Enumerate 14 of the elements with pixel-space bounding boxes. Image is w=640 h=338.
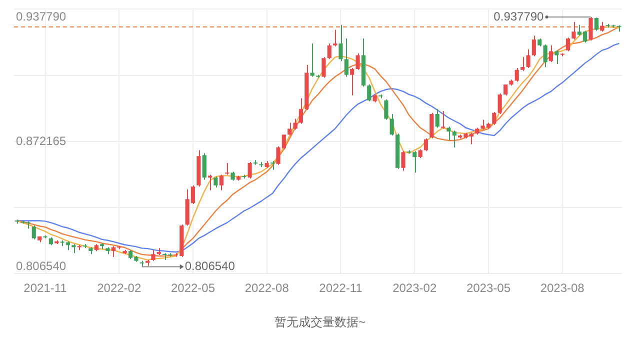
text: 暂无成交量数据~ xyxy=(273,314,366,330)
x-tick-label: 2023-08 xyxy=(540,281,585,296)
y-tick-label: 0.937790 xyxy=(16,9,66,24)
x-tick-label: 2023-02 xyxy=(392,281,437,296)
annotation: 0.937790 xyxy=(494,9,544,24)
y-tick-label: 0.806540 xyxy=(16,259,66,274)
x-tick-label: 2022-02 xyxy=(97,281,142,296)
x-tick-label: 2023-05 xyxy=(466,281,511,296)
y-tick-label: 0.872165 xyxy=(16,134,66,148)
annotation: 0.806540 xyxy=(184,259,236,274)
x-tick-label: 2022-11 xyxy=(319,281,363,296)
x-tick-label: 2022-08 xyxy=(244,281,290,296)
x-tick-label: 2021-11 xyxy=(24,281,68,296)
x-tick-label: 2022-05 xyxy=(170,281,216,296)
